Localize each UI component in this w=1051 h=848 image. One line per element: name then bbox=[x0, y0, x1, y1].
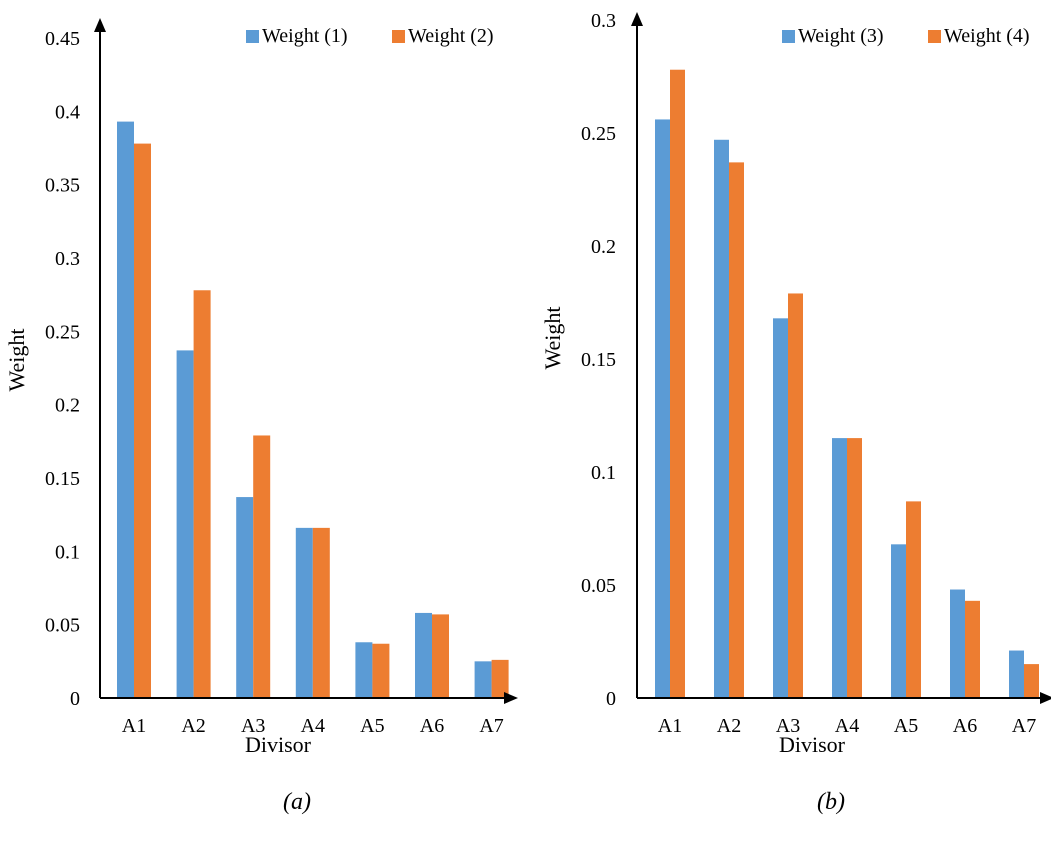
legend-swatch-1 bbox=[782, 30, 795, 43]
y-tick-label: 0.1 bbox=[55, 541, 80, 563]
y-tick-label: 0.05 bbox=[581, 575, 616, 597]
bar-a1-series-2 bbox=[670, 69, 685, 699]
legend-label-2: Weight (4) bbox=[944, 25, 1030, 47]
legend-label-2: Weight (2) bbox=[408, 25, 494, 47]
y-tick-label: 0.25 bbox=[45, 321, 80, 343]
x-axis-arrow bbox=[504, 692, 518, 704]
legend-label-1: Weight (1) bbox=[262, 25, 348, 47]
x-tick-label: A7 bbox=[479, 715, 503, 737]
y-tick-label: 0.05 bbox=[45, 615, 80, 637]
bar-a1-series-1 bbox=[655, 119, 670, 698]
legend-swatch-2 bbox=[928, 30, 941, 43]
bar-a3-series-1 bbox=[236, 497, 254, 698]
x-tick-label: A2 bbox=[717, 715, 741, 737]
chart-caption: (b) bbox=[817, 789, 845, 815]
bar-a5-series-2 bbox=[906, 501, 921, 698]
x-tick-label: A2 bbox=[181, 715, 205, 737]
bar-a7-series-2 bbox=[1024, 664, 1039, 698]
y-tick-label: 0.3 bbox=[591, 10, 616, 32]
bar-a5-series-1 bbox=[891, 544, 906, 698]
bar-a1-series-1 bbox=[117, 121, 134, 699]
bar-a5-series-1 bbox=[355, 642, 373, 698]
legend-swatch-2 bbox=[392, 30, 405, 43]
y-axis-arrow bbox=[631, 12, 643, 26]
y-tick-label: 0.15 bbox=[45, 468, 80, 490]
chart-b: 0 0.05 0.1 0.15 0.2 0.25 0.3 A1 A2 A3 A4 A5 A6 A7 Weig… bbox=[540, 10, 1051, 815]
bar-a6-series-1 bbox=[950, 589, 965, 698]
bar-a3-series-2 bbox=[253, 435, 271, 698]
bar-a2-series-2 bbox=[729, 162, 744, 698]
bar-a7-series-2 bbox=[491, 659, 509, 698]
y-tick-label: 0.35 bbox=[45, 175, 80, 197]
x-tick-label: A4 bbox=[301, 715, 325, 737]
x-tick-label: A7 bbox=[1012, 715, 1036, 737]
y-tick-label: 0.25 bbox=[581, 123, 616, 145]
y-tick-label: 0.2 bbox=[55, 395, 80, 417]
bar-a7-series-1 bbox=[474, 661, 492, 698]
bar-a2-series-1 bbox=[714, 139, 729, 698]
bar-a3-series-1 bbox=[773, 318, 788, 698]
x-tick-label: A4 bbox=[835, 715, 859, 737]
y-axis-arrow bbox=[94, 18, 106, 32]
bar-a6-series-2 bbox=[432, 614, 449, 698]
bar-a7-series-1 bbox=[1009, 650, 1024, 698]
x-tick-label: A6 bbox=[420, 715, 444, 737]
x-tick-label: A6 bbox=[953, 715, 977, 737]
x-tick-label: A5 bbox=[894, 715, 918, 737]
x-tick-label: A3 bbox=[776, 715, 800, 737]
legend-swatch-1 bbox=[246, 30, 259, 43]
y-tick-label: 0.3 bbox=[55, 248, 80, 270]
y-tick-label: 0.2 bbox=[591, 236, 616, 258]
y-tick-label: 0 bbox=[70, 688, 80, 710]
y-tick-label: 0.4 bbox=[55, 101, 80, 123]
y-axis-title: Weight bbox=[4, 329, 29, 392]
bar-a5-series-2 bbox=[372, 643, 390, 698]
bar-a4-series-1 bbox=[832, 438, 847, 698]
bar-a2-series-2 bbox=[193, 290, 211, 698]
x-tick-label: A1 bbox=[122, 715, 146, 737]
bar-a4-series-1 bbox=[295, 527, 313, 698]
chart-caption: (a) bbox=[283, 789, 311, 815]
x-tick-label: A5 bbox=[360, 715, 384, 737]
bar-a1-series-2 bbox=[134, 143, 151, 699]
bar-a3-series-2 bbox=[788, 293, 803, 698]
y-tick-label: 0.1 bbox=[591, 462, 616, 484]
bar-a6-series-1 bbox=[415, 612, 432, 698]
x-tick-label: A3 bbox=[241, 715, 265, 737]
y-tick-label: 0 bbox=[606, 688, 616, 710]
bar-a4-series-2 bbox=[847, 438, 862, 698]
x-axis-title: Divisor bbox=[779, 732, 846, 757]
x-tick-label: A1 bbox=[658, 715, 682, 737]
legend-label-1: Weight (3) bbox=[798, 25, 884, 47]
y-tick-label: 0.45 bbox=[45, 28, 80, 50]
x-axis-title: Divisor bbox=[245, 732, 312, 757]
chart-a: 0 0.05 0.1 0.15 0.2 0.25 0.3 0.35 0.4 0.45 A1 A2 A3 A… bbox=[4, 18, 518, 815]
y-axis-title: Weight bbox=[540, 307, 565, 370]
y-tick-label: 0.15 bbox=[581, 349, 616, 371]
bar-a4-series-2 bbox=[312, 527, 330, 698]
x-axis-arrow bbox=[1040, 692, 1051, 704]
bar-a2-series-1 bbox=[176, 350, 194, 698]
bar-a6-series-2 bbox=[965, 600, 980, 698]
